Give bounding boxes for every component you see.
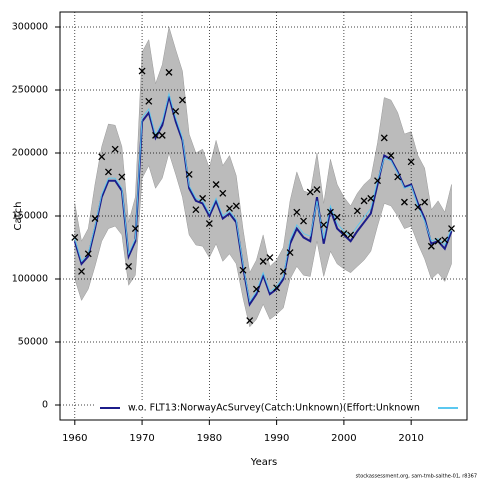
observation-marker	[340, 230, 348, 238]
observation-marker	[434, 237, 442, 245]
observation-marker	[212, 181, 220, 188]
y-tick-label: 150000	[12, 211, 48, 222]
observation-marker	[353, 207, 361, 215]
observation-marker	[152, 131, 159, 139]
observation-marker	[347, 231, 355, 239]
observation-marker	[78, 267, 85, 275]
observation-marker	[441, 236, 449, 244]
observation-marker	[84, 250, 92, 258]
observation-marker	[138, 67, 146, 75]
observation-marker	[118, 173, 126, 181]
observation-marker	[266, 254, 274, 262]
x-tick-label: 1970	[129, 433, 154, 444]
observation-marker	[104, 168, 112, 176]
observation-marker	[232, 202, 240, 210]
observation-marker	[414, 203, 422, 211]
y-axis-label: Catch	[13, 202, 24, 231]
observation-marker	[199, 194, 207, 202]
observation-marker	[226, 204, 233, 212]
y-tick-label: 50000	[18, 337, 48, 348]
observation-marker	[427, 242, 435, 250]
observation-marker	[219, 189, 227, 197]
observation-marker	[178, 96, 186, 104]
y-tick-label: 250000	[12, 84, 48, 95]
y-tick-label: 100000	[12, 274, 48, 285]
footer: stockassessment.org, sam-tmb-saithe-01, …	[356, 474, 477, 480]
observation-marker	[252, 285, 260, 293]
observation-marker	[273, 284, 281, 292]
observation-marker	[421, 198, 429, 206]
observation-marker	[239, 266, 247, 274]
observation-marker	[400, 198, 408, 206]
observation-marker	[131, 225, 139, 233]
observation-marker	[172, 107, 180, 115]
x-tick-label: 1980	[197, 433, 222, 444]
y-tick-label: 200000	[12, 147, 48, 158]
observation-marker	[279, 267, 287, 275]
observation-marker	[192, 206, 200, 214]
x-tick-label: 2010	[398, 433, 423, 444]
observation-marker	[448, 225, 455, 233]
observation-marker	[394, 173, 402, 181]
observation-marker	[313, 186, 321, 193]
observation-marker	[320, 221, 328, 229]
observation-marker	[98, 153, 106, 161]
confidence-band	[74, 26, 452, 328]
observation-marker	[286, 249, 294, 257]
legend-label: w.o. FLT13:NorwayAcSurvey(Catch:Unknown)…	[128, 403, 420, 414]
observation-marker	[111, 145, 119, 153]
observation-marker	[125, 262, 133, 270]
observation-marker	[145, 97, 153, 105]
x-tick-label: 2000	[331, 433, 356, 444]
observation-marker	[91, 215, 99, 222]
observation-marker	[333, 213, 341, 221]
observation-marker	[374, 177, 381, 185]
observation-marker	[300, 217, 307, 225]
observation-marker	[185, 170, 193, 178]
observation-marker	[306, 188, 314, 196]
observation-marker	[367, 194, 375, 202]
observation-marker	[246, 317, 254, 325]
legend-background	[96, 400, 466, 417]
line-series	[74, 91, 452, 303]
y-tick-label: 0	[42, 400, 48, 411]
observation-marker	[387, 152, 395, 159]
observation-marker	[326, 208, 334, 216]
observation-marker	[407, 158, 415, 166]
x-tick-label: 1990	[264, 433, 289, 444]
observation-marker	[293, 208, 301, 216]
observation-marker	[205, 220, 213, 228]
x-tick-label: 1960	[62, 433, 87, 444]
observation-marker	[165, 68, 173, 76]
observation-marker	[71, 233, 79, 241]
observation-marker	[259, 257, 267, 265]
observation-marker	[158, 131, 166, 139]
x-axis-label: Years	[250, 457, 277, 468]
y-tick-label: 300000	[12, 21, 48, 32]
observation-marker	[380, 134, 388, 142]
observation-marker	[360, 197, 368, 205]
